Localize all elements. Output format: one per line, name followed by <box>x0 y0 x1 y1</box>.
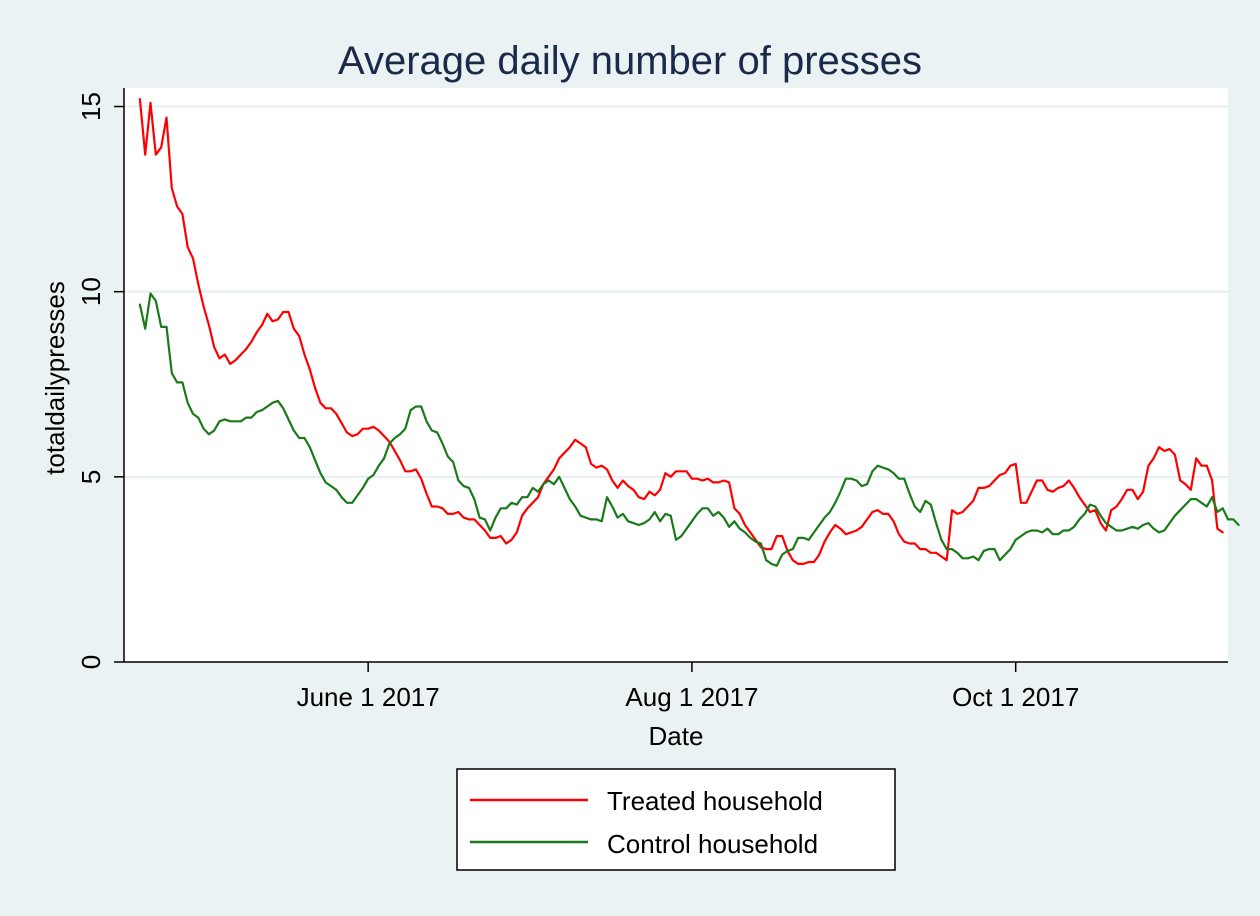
y-tick-label: 5 <box>76 470 106 484</box>
x-tick-label: Aug 1 2017 <box>625 682 758 712</box>
x-axis-label: Date <box>649 721 704 751</box>
y-axis-label: totaldailypresses <box>40 281 70 475</box>
y-axis-ticks: 0 5 10 15 <box>76 92 124 669</box>
y-tick-label: 10 <box>76 277 106 306</box>
gridlines <box>124 105 1228 478</box>
series-line-control <box>138 292 1240 567</box>
legend-label-treated: Treated household <box>607 786 823 816</box>
series-layer <box>138 97 1240 567</box>
plot-area <box>124 88 1228 662</box>
legend: Treated household Control household <box>456 768 896 871</box>
y-tick-label: 15 <box>76 92 106 121</box>
legend-label-control: Control household <box>607 829 818 859</box>
series-line-treated <box>138 97 1224 566</box>
chart-title: Average daily number of presses <box>338 39 922 83</box>
y-tick-label: 0 <box>76 655 106 669</box>
x-tick-label: June 1 2017 <box>297 682 440 712</box>
x-tick-label: Oct 1 2017 <box>952 682 1079 712</box>
legend-box <box>456 768 896 871</box>
x-axis-ticks: June 1 2017 Aug 1 2017 Oct 1 2017 <box>297 662 1079 712</box>
